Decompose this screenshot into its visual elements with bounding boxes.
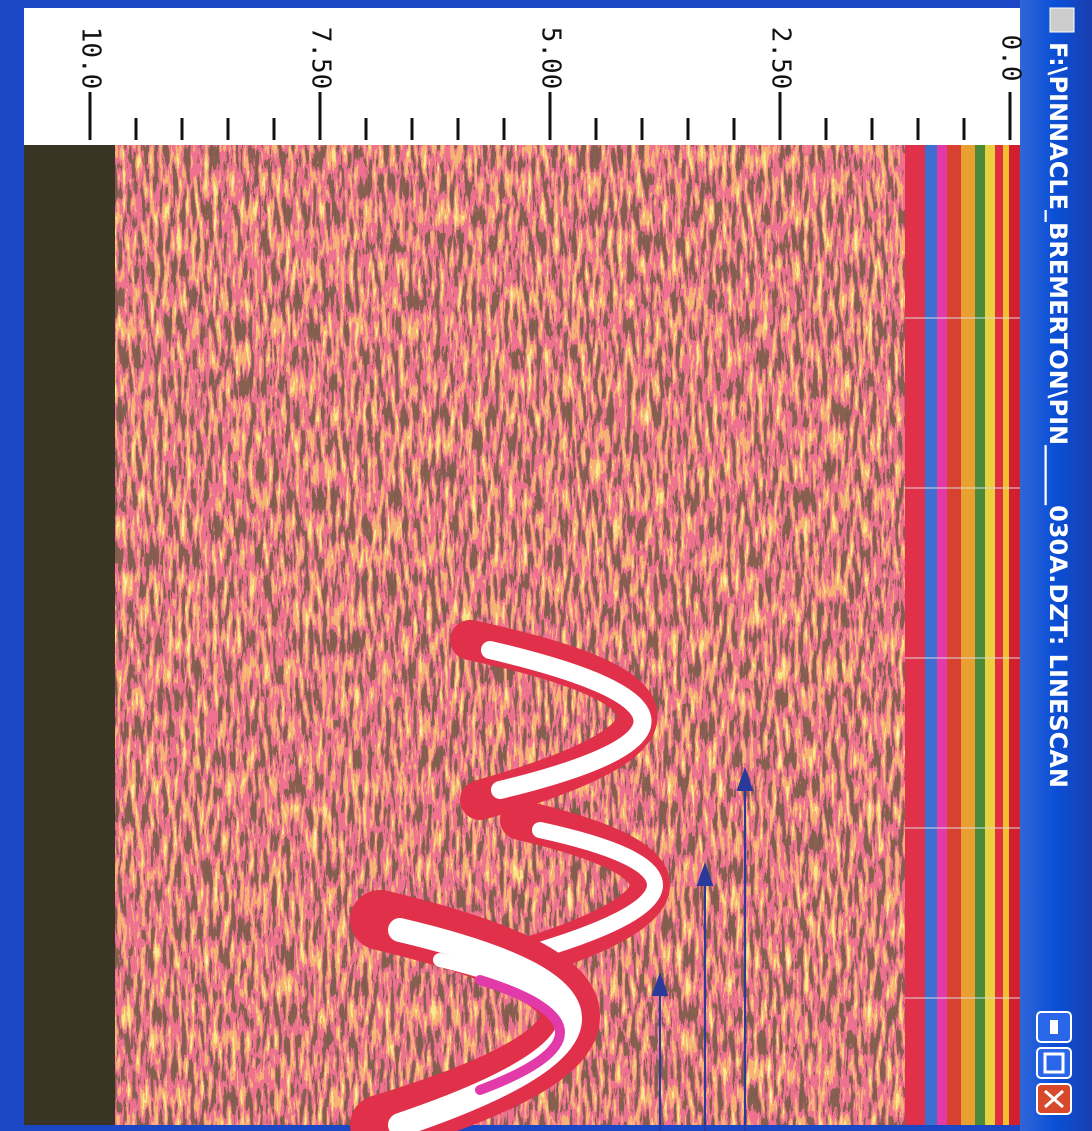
tick-label: 7.50 — [306, 27, 336, 90]
tick-label: 5.00 — [536, 27, 566, 90]
surface-layers — [905, 145, 1020, 1125]
hyperbolas — [350, 620, 670, 1131]
window-title: F:\PINNACLE_BREMERTON\PIN_____030A.DZT: … — [1044, 42, 1072, 788]
arrows — [651, 766, 754, 1131]
title-bar — [1020, 0, 1092, 1131]
depth-ruler — [24, 8, 1020, 145]
tick-label: 10.0 — [76, 27, 106, 90]
minimize-icon — [1050, 1020, 1058, 1034]
dark-band — [24, 145, 115, 1125]
ruler-ticks: 0.0 2.50 5.00 7.50 10.0 — [76, 27, 1026, 140]
maximize-icon — [1043, 1052, 1065, 1074]
tick-label: 2.50 — [766, 27, 796, 90]
tick-label: 0.0 — [996, 35, 1026, 82]
close-icon — [1044, 1089, 1064, 1109]
app-icon — [1049, 7, 1075, 33]
trace-markers — [905, 317, 1020, 999]
